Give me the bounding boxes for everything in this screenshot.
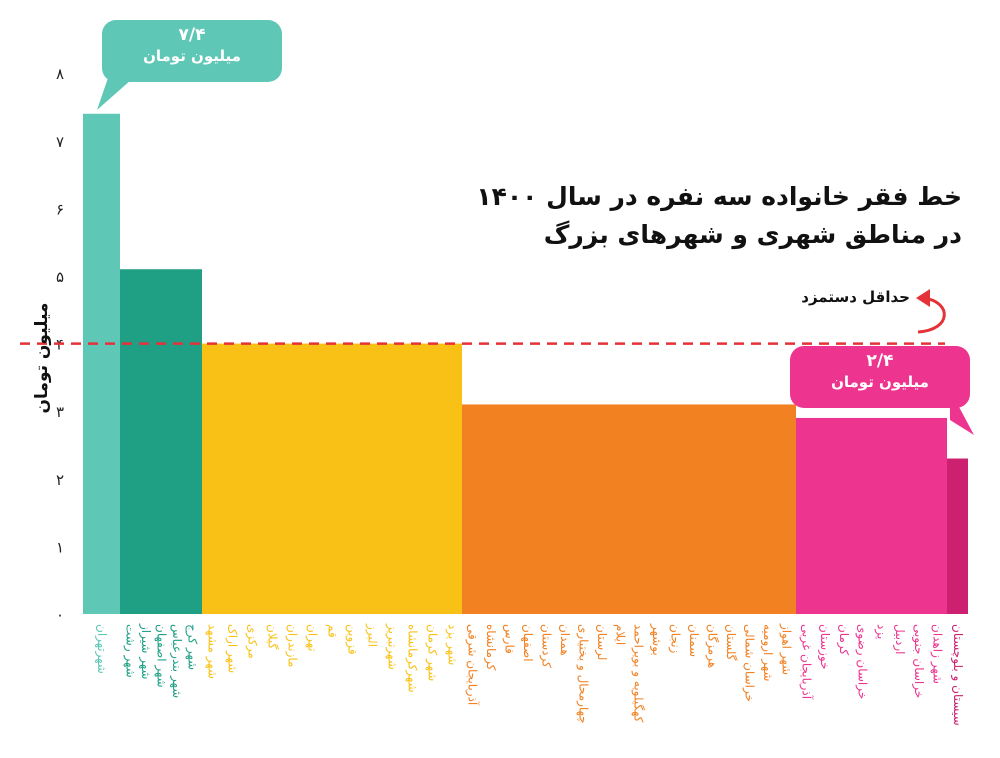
max-value-callout-unit: میلیون تومان	[143, 47, 241, 65]
y-tick-label: ۰	[56, 606, 64, 624]
bar	[120, 269, 202, 614]
category-label: یزد	[873, 624, 888, 639]
category-label: شهر اهواز	[779, 623, 794, 675]
reference-line-label: حداقل دستمزد	[801, 288, 910, 306]
category-label: چهارمحال و بختیاری	[575, 624, 590, 724]
category-label: مرکزی	[245, 624, 260, 659]
y-axis-label: میلیون تومان	[32, 302, 52, 414]
bar	[462, 404, 796, 614]
category-label: سمنان	[687, 624, 701, 657]
category-label: کرمانشاه	[483, 624, 498, 671]
max-value-callout-value: ۷/۴	[178, 25, 206, 45]
y-tick-label: ۷	[56, 133, 64, 151]
min-value-callout-value: ۲/۴	[866, 351, 894, 371]
category-label: قزوین	[345, 624, 360, 655]
category-label: شهرکرمانشاه	[405, 624, 420, 693]
category-label: همدان	[558, 624, 572, 656]
category-label: آذربایجان غربی	[799, 624, 815, 700]
category-label: شهر ارومیه	[760, 624, 775, 681]
category-label: فارس	[501, 624, 516, 654]
reference-arrow	[917, 296, 946, 334]
category-label: اصفهان	[521, 624, 535, 662]
category-label: کرمان	[836, 624, 851, 656]
category-label: شهر کرمان	[425, 624, 440, 681]
category-label: شهر اصفهان	[154, 624, 169, 688]
category-label: شهر رشت	[123, 624, 138, 678]
min-value-callout: ۲/۴ میلیون تومان	[790, 346, 970, 408]
category-label: گلستان	[724, 624, 738, 661]
bar	[202, 343, 462, 614]
category-label: قم	[326, 624, 340, 638]
chart-title-line2: در مناطق شهری و شهرهای بزرگ	[543, 220, 962, 249]
category-label: بوشهر	[649, 623, 664, 656]
category-label: شهر مشهد	[205, 624, 220, 679]
y-tick-label: ۲	[56, 471, 64, 489]
category-label: شهر بندرعباس	[169, 624, 184, 698]
y-tick-label: ۳	[56, 403, 64, 421]
category-label: لرستان	[594, 624, 609, 660]
category-label: مازندران	[285, 624, 300, 667]
chart-title-line1: خط فقر خانواده سه نفره در سال ۱۴۰۰	[476, 182, 962, 211]
category-label: خراسان رضوی	[855, 624, 870, 699]
category-label: آذربایجان شرقی	[465, 624, 481, 706]
y-tick-label: ۱	[56, 538, 64, 556]
y-tick-label: ۵	[56, 268, 64, 286]
reference-arrow-head	[916, 289, 930, 307]
max-value-callout: ۷/۴ میلیون تومان	[102, 20, 282, 82]
category-label: شهر کرج	[185, 624, 200, 670]
category-label: شهر زاهدان	[930, 624, 945, 684]
category-label: شهر یزد	[445, 624, 460, 665]
category-label: تهران	[305, 624, 320, 652]
bar	[796, 417, 947, 614]
category-label: زنجان	[668, 624, 683, 654]
category-label: البرز	[365, 623, 380, 647]
category-label: گیلان	[266, 624, 280, 650]
category-label: خوزستان	[817, 624, 832, 670]
chart-title: خط فقر خانواده سه نفره در سال ۱۴۰۰ در من…	[442, 178, 962, 254]
bar	[947, 458, 968, 614]
category-label: ایلام	[613, 624, 627, 645]
category-label: اردبیل	[892, 624, 907, 655]
y-tick-label: ۶	[56, 200, 64, 218]
category-label: سیستان و بلوچستان	[950, 624, 965, 726]
category-label: کردستان	[538, 624, 553, 668]
category-label: شهر اراک	[225, 624, 240, 673]
category-label: هرمزگان	[705, 624, 720, 668]
min-value-callout-unit: میلیون تومان	[831, 373, 929, 391]
y-tick-label: ۸	[56, 65, 64, 83]
category-label: کهگیلویه و بویراحمد	[631, 624, 646, 723]
category-label: شهرتبریز	[385, 623, 400, 670]
category-label: خراسان جنوبی	[911, 624, 926, 698]
bar	[83, 113, 120, 614]
category-label: شهر شیراز	[138, 623, 153, 679]
category-label: خراسان شمالی	[742, 624, 757, 702]
category-label: شهرتهران	[94, 624, 109, 674]
